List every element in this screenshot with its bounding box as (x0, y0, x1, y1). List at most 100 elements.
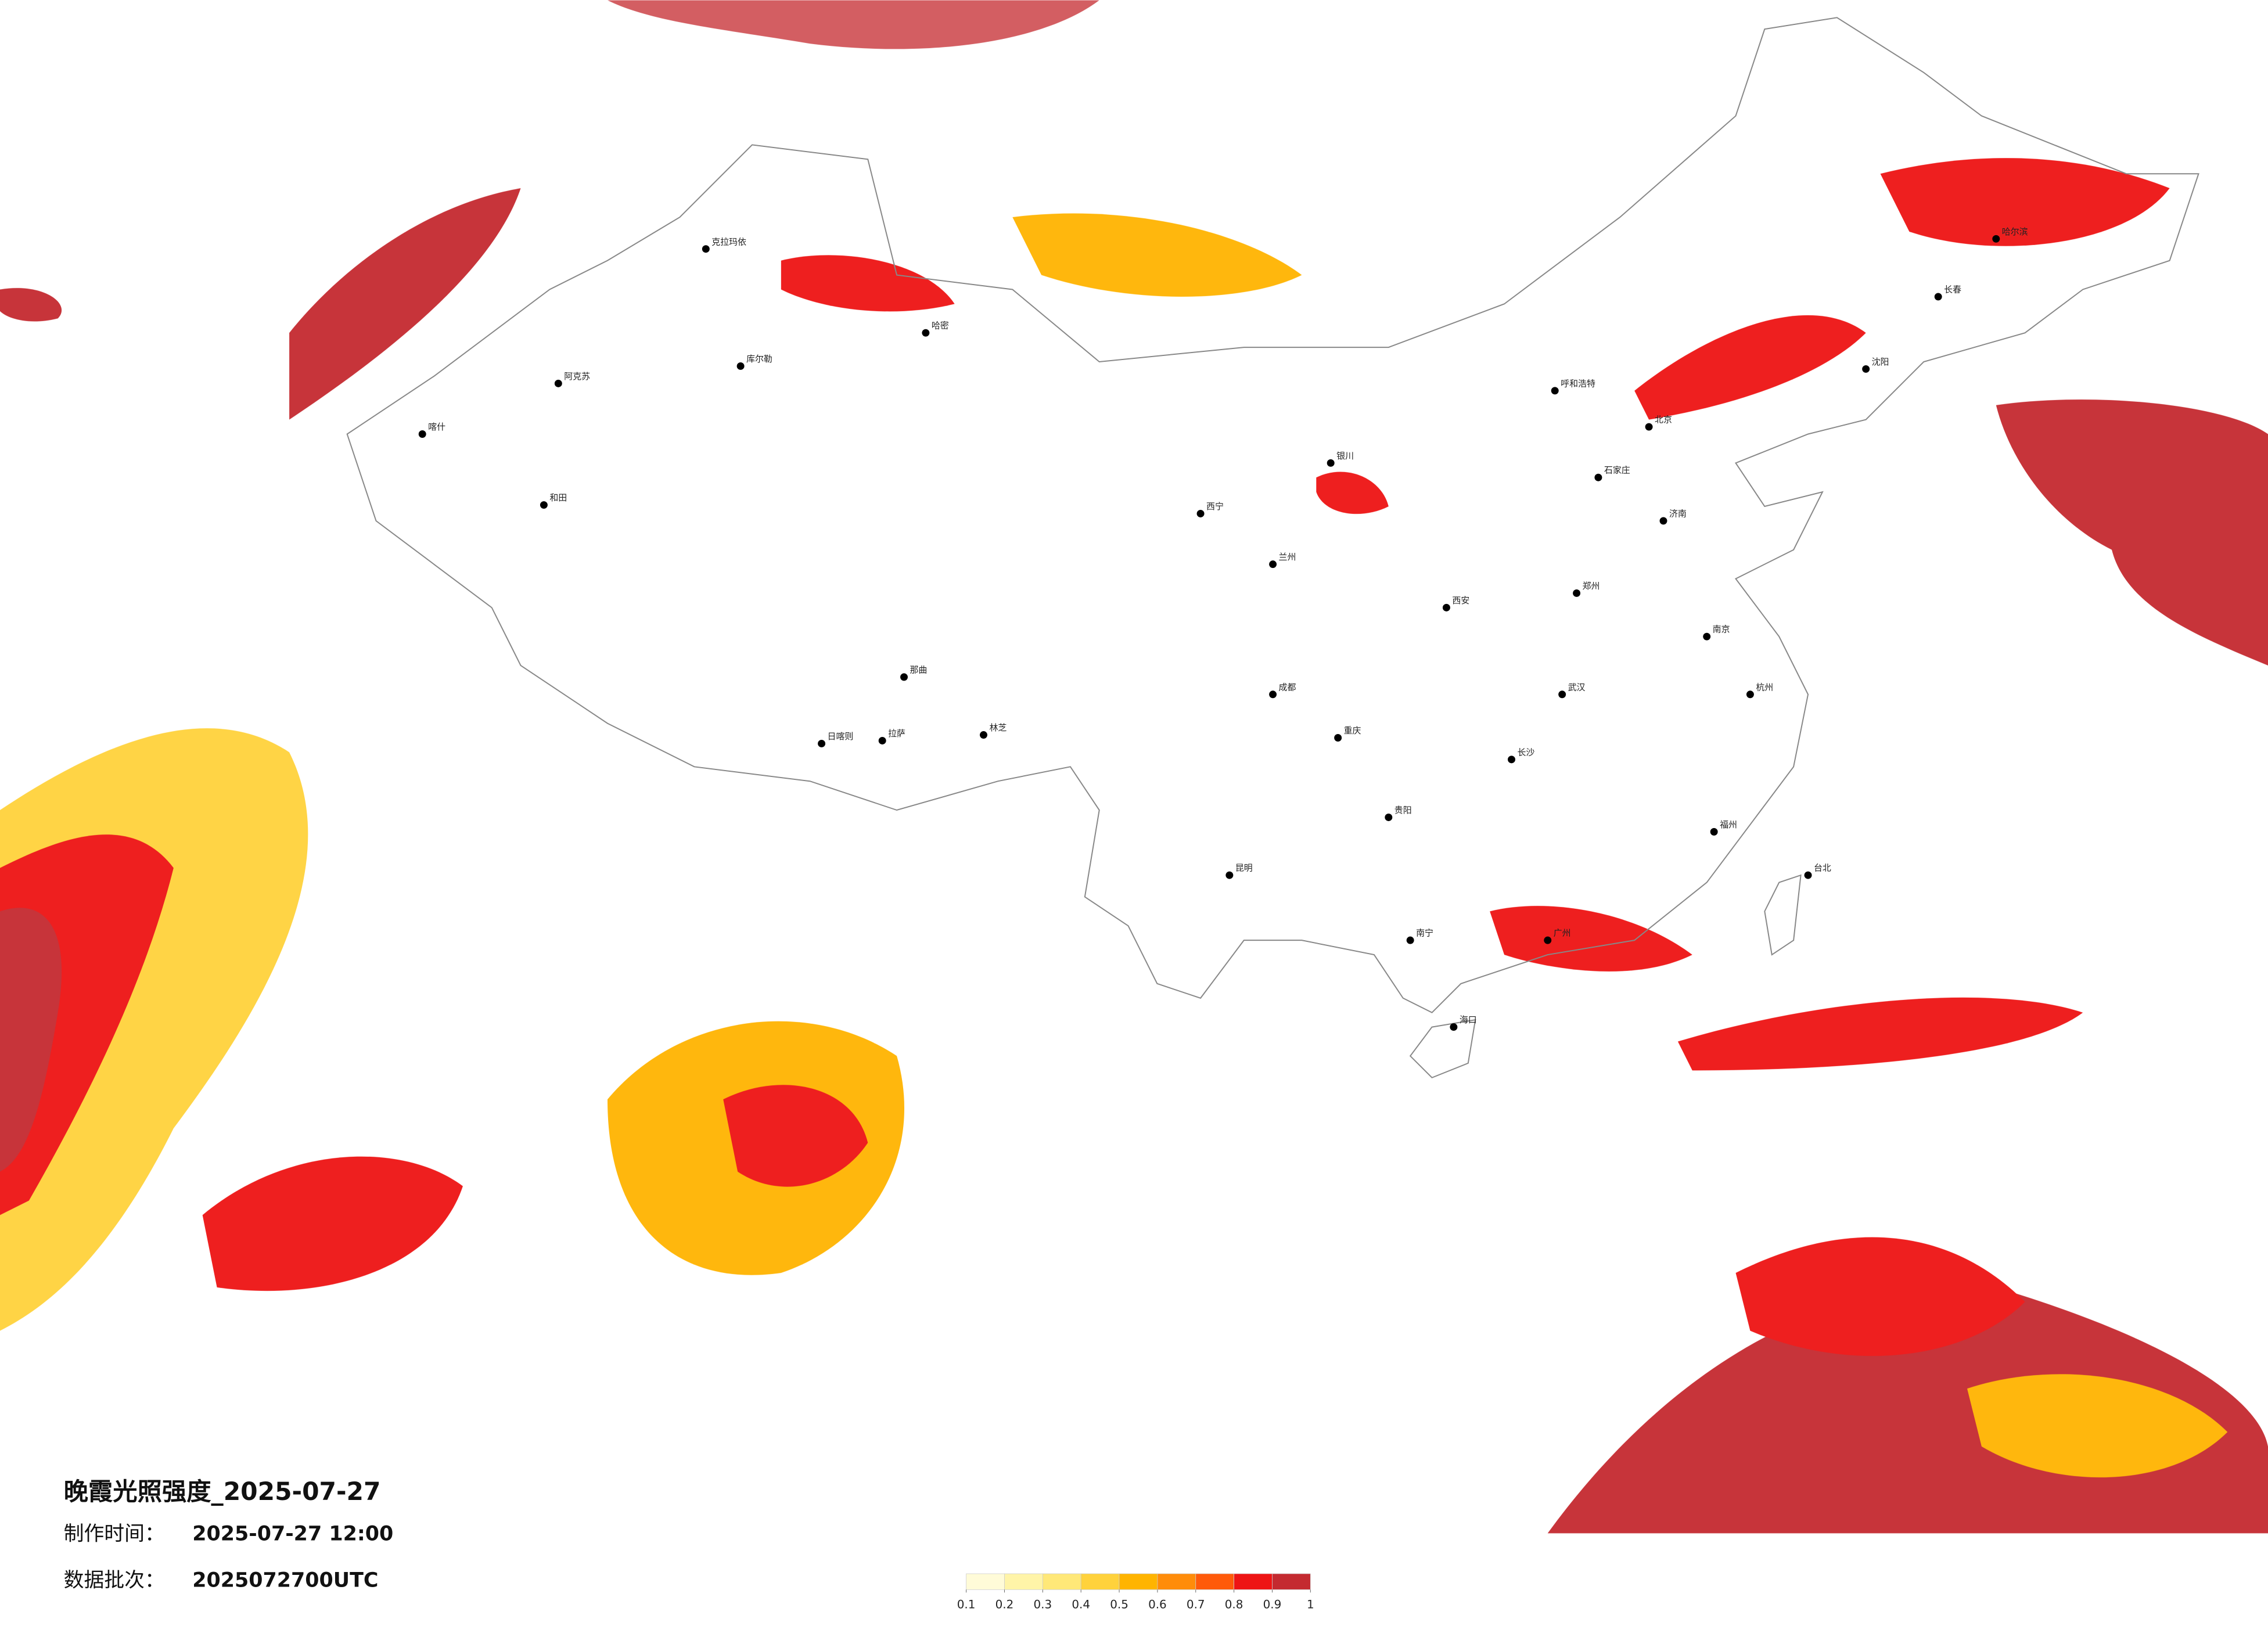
info-block: 晚霞光照强度_2025-07-27 制作时间： 2025-07-27 12:00… (64, 1477, 394, 1592)
city-dot (1269, 560, 1277, 569)
city-label: 库尔勒 (746, 354, 772, 364)
city-dot (1710, 828, 1718, 836)
city-dot (1703, 632, 1711, 641)
city-label: 长春 (1944, 284, 1961, 294)
city-label: 广州 (1554, 928, 1571, 938)
legend-swatch (1157, 1573, 1196, 1590)
city-dot (818, 739, 826, 747)
city-label: 林芝 (989, 722, 1007, 733)
city-label: 台北 (1814, 863, 1831, 873)
city-dot (1551, 387, 1559, 395)
legend-swatch (1042, 1573, 1081, 1590)
city-label: 银川 (1336, 451, 1354, 461)
city-dot (1442, 603, 1450, 611)
city-dot (1196, 510, 1205, 517)
city-dot (922, 329, 930, 337)
city-dot (1573, 589, 1581, 597)
legend-label: 0.9 (1263, 1598, 1282, 1611)
city-label: 拉萨 (888, 728, 905, 739)
city-dot (1645, 423, 1653, 431)
city-label: 那曲 (910, 664, 927, 675)
city-dot (980, 731, 987, 739)
city-label: 贵阳 (1394, 805, 1412, 815)
legend-label: 0.6 (1148, 1598, 1167, 1611)
china-boundary (346, 17, 2199, 1078)
city-dot (1406, 936, 1414, 944)
map-title: 晚霞光照强度_2025-07-27 (64, 1477, 381, 1506)
legend-label: 0.1 (957, 1598, 976, 1611)
city-dot (878, 737, 886, 744)
city-dot (736, 362, 745, 370)
city-dot (1992, 235, 2000, 243)
legend-label: 0.8 (1225, 1598, 1243, 1611)
city-dot (1327, 459, 1335, 467)
legend-swatch (1080, 1573, 1120, 1590)
city-label: 杭州 (1756, 682, 1773, 692)
city-label: 喀什 (428, 422, 445, 432)
city-label: 南宁 (1416, 928, 1433, 938)
city-label: 沈阳 (1872, 357, 1889, 367)
city-label: 重庆 (1344, 725, 1361, 736)
city-label: 呼和浩特 (1561, 378, 1595, 388)
city-dot (1746, 690, 1754, 699)
legend-swatch (1234, 1573, 1273, 1590)
city-dot (540, 501, 548, 509)
city-label: 日喀则 (828, 731, 854, 742)
city-label: 郑州 (1583, 581, 1600, 591)
city-label: 哈密 (932, 321, 949, 331)
made-time: 2025-07-27 12:00 (192, 1523, 393, 1546)
batch: 2025072700UTC (192, 1569, 378, 1592)
made-label: 制作时间： (64, 1523, 165, 1546)
city-dot (1804, 871, 1812, 879)
legend-label: 0.2 (995, 1598, 1014, 1611)
city-dot (1544, 936, 1552, 944)
city-dot (554, 379, 562, 387)
legend-label: 0.7 (1187, 1598, 1205, 1611)
city-dot (1659, 517, 1667, 525)
city-label: 济南 (1669, 508, 1687, 519)
city-label: 阿克苏 (564, 371, 590, 382)
city-label: 武汉 (1568, 682, 1586, 692)
city-label: 北京 (1655, 415, 1672, 425)
city-dot (900, 673, 908, 681)
legend-swatch (1119, 1573, 1158, 1590)
city-dot (1862, 365, 1870, 373)
city-dot (702, 245, 710, 253)
city-dot (1450, 1023, 1458, 1031)
city-dot (418, 430, 426, 438)
city-label: 和田 (549, 492, 567, 503)
legend-swatch (1195, 1573, 1234, 1590)
city-label: 西宁 (1206, 501, 1224, 512)
city-dot (1269, 690, 1277, 699)
city-label: 海口 (1460, 1015, 1477, 1025)
city-dot (1385, 813, 1393, 821)
city-label: 昆明 (1235, 863, 1253, 873)
city-label: 石家庄 (1604, 465, 1630, 476)
city-dot (1594, 473, 1602, 481)
city-label: 哈尔滨 (2002, 226, 2028, 237)
city-dot (1334, 734, 1342, 742)
city-label: 西安 (1452, 595, 1469, 606)
legend-swatch (1272, 1573, 1311, 1590)
legend-label: 1 (1307, 1598, 1314, 1611)
city-dot (1558, 690, 1566, 699)
city-dot (1934, 293, 1942, 301)
legend-label: 0.4 (1072, 1598, 1090, 1611)
batch-label: 数据批次： (64, 1569, 165, 1592)
legend-label: 0.5 (1110, 1598, 1128, 1611)
city-dot (1508, 756, 1515, 764)
legend-label: 0.3 (1033, 1598, 1052, 1611)
legend: 0.1 0.2 0.3 0.4 0.5 0.6 0.7 0.8 0.9 1 (957, 1573, 1314, 1611)
legend-swatch (1004, 1573, 1043, 1590)
city-label: 兰州 (1279, 552, 1296, 562)
sunset-intensity-field (0, 0, 2268, 1534)
city-label: 南京 (1713, 624, 1730, 635)
legend-swatch (966, 1573, 1005, 1590)
city-label: 长沙 (1517, 747, 1534, 757)
city-label: 克拉玛依 (711, 236, 746, 247)
city-dot (1225, 871, 1234, 879)
city-label: 成都 (1279, 682, 1296, 692)
city-label: 福州 (1720, 819, 1737, 830)
